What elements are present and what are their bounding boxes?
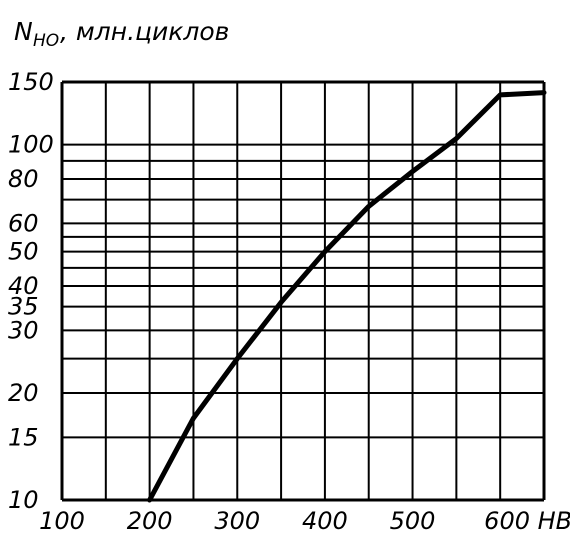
y-tick-label-100: 100 bbox=[8, 131, 54, 159]
chart-title-symbol: N bbox=[14, 17, 33, 46]
chart-title-subscript: HO bbox=[33, 31, 59, 51]
y-tick-label-35: 35 bbox=[8, 293, 39, 321]
x-tick-label-100: 100 bbox=[39, 507, 85, 535]
x-tick-label-600: 600 HB bbox=[484, 507, 570, 535]
x-tick-labels: 100 200 300 400 500 600 HB bbox=[39, 507, 570, 535]
chart-title: N HO , млн.циклов bbox=[14, 17, 229, 51]
y-tick-label-30: 30 bbox=[8, 316, 39, 344]
y-gridlines bbox=[62, 80, 544, 502]
y-tick-label-50: 50 bbox=[8, 238, 39, 266]
y-tick-label-20: 20 bbox=[8, 379, 39, 407]
series-line-0 bbox=[147, 90, 547, 503]
series-layer bbox=[147, 90, 547, 503]
y-tick-label-80: 80 bbox=[8, 165, 39, 193]
y-tick-label-15: 15 bbox=[8, 423, 39, 451]
x-tick-label-400: 400 bbox=[302, 507, 348, 535]
y-tick-label-10: 10 bbox=[8, 486, 39, 514]
y-tick-label-60: 60 bbox=[8, 209, 39, 237]
y-tick-label-40: 40 bbox=[8, 272, 39, 300]
x-tick-label-300: 300 bbox=[214, 507, 260, 535]
chart-title-units: , млн.циклов bbox=[60, 17, 229, 46]
x-tick-label-500: 500 bbox=[390, 507, 436, 535]
x-tick-label-200: 200 bbox=[127, 507, 173, 535]
x-gridlines bbox=[60, 82, 546, 500]
y-tick-label-150: 150 bbox=[8, 68, 54, 96]
